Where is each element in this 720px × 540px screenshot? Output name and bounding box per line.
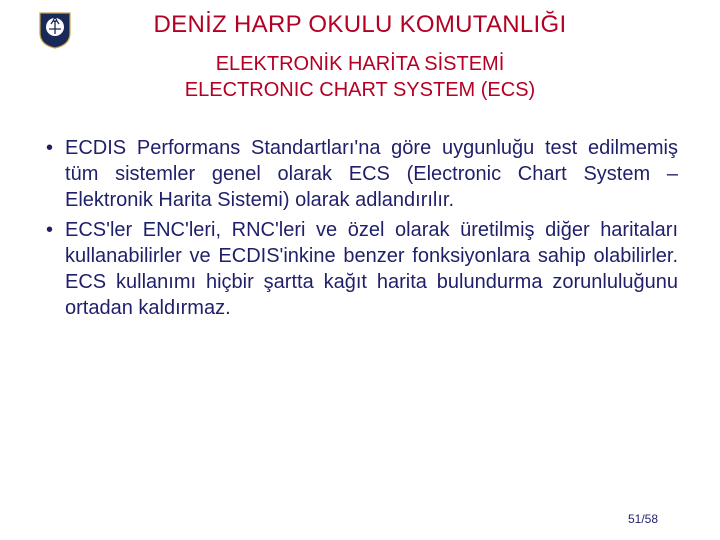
slide-title: DENİZ HARP OKULU KOMUTANLIĞI [0,11,720,39]
page-number: 51/58 [628,512,658,526]
bullet-text: ECDIS Performans Standartları'na göre uy… [65,135,678,213]
page-current: 51 [628,512,641,526]
subtitle-line2: ELECTRONIC CHART SYSTEM (ECS) [185,79,535,101]
slide-subtitle: ELEKTRONİK HARİTA SİSTEMİ ELECTRONIC CHA… [0,51,720,103]
subtitle-line1: ELEKTRONİK HARİTA SİSTEMİ [216,53,505,75]
bullet-marker-icon: • [46,217,53,243]
bullet-item: • ECS'ler ENC'leri, RNC'leri ve özel ola… [46,217,678,321]
slide: DENİZ HARP OKULU KOMUTANLIĞI ELEKTRONİK … [0,0,720,540]
bullet-text: ECS'ler ENC'leri, RNC'leri ve özel olara… [65,217,678,321]
bullet-marker-icon: • [46,135,53,161]
slide-body: • ECDIS Performans Standartları'na göre … [46,135,678,325]
bullet-item: • ECDIS Performans Standartları'na göre … [46,135,678,213]
page-total: /58 [641,512,658,526]
